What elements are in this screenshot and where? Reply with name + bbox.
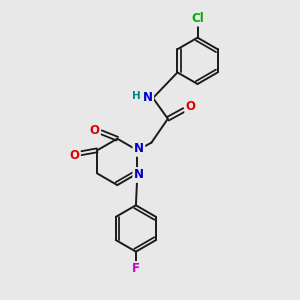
Text: H: H bbox=[132, 91, 141, 100]
Text: O: O bbox=[89, 124, 99, 137]
Text: O: O bbox=[186, 100, 196, 113]
Text: N: N bbox=[134, 169, 144, 182]
Text: F: F bbox=[132, 262, 140, 275]
Text: N: N bbox=[134, 142, 144, 155]
Text: O: O bbox=[69, 149, 79, 162]
Text: N: N bbox=[142, 92, 153, 104]
Text: Cl: Cl bbox=[191, 12, 204, 25]
